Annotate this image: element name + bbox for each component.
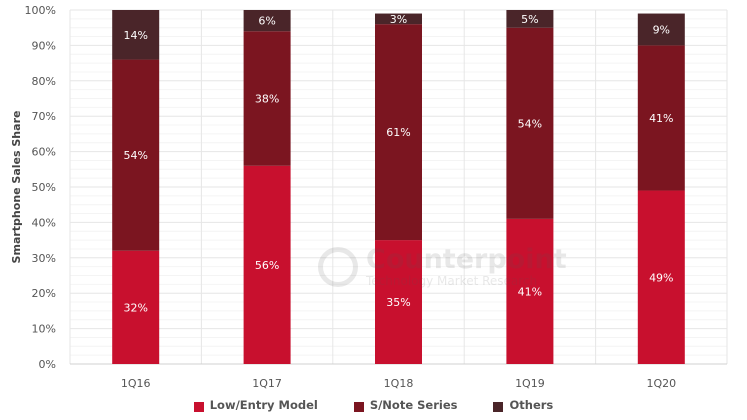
legend-item-others: Others (493, 398, 553, 412)
data-label: 14% (123, 29, 147, 42)
bar-segment (506, 10, 554, 28)
y-tick-label: 50% (32, 181, 56, 194)
y-tick-label: 90% (32, 39, 56, 52)
bar-segment (112, 10, 160, 60)
counterpoint-logo-icon (318, 247, 358, 287)
bar-segment (637, 190, 685, 364)
bar-segment (375, 13, 422, 25)
bar-segment (243, 31, 291, 166)
legend: Low/Entry Model S/Note Series Others (0, 398, 747, 412)
legend-label: Low/Entry Model (209, 398, 318, 412)
x-tick-label: 1Q17 (252, 377, 282, 390)
data-label: 32% (123, 301, 147, 314)
bar-segment (243, 10, 291, 32)
legend-label: Others (509, 398, 554, 412)
bar-segment (243, 165, 291, 364)
watermark-name: Counterpoint (366, 244, 567, 275)
data-label: 35% (386, 296, 410, 309)
bar-segment (637, 13, 685, 46)
data-label: 41% (518, 285, 542, 298)
data-label: 6% (258, 15, 275, 28)
x-tick-label: 1Q20 (646, 377, 676, 390)
bar-segment (637, 45, 685, 191)
x-tick-label: 1Q16 (121, 377, 151, 390)
legend-label: S/Note Series (369, 398, 458, 412)
legend-item-low-entry: Low/Entry Model (193, 398, 318, 412)
legend-swatch (193, 401, 204, 412)
y-axis-label: Smartphone Sales Share (10, 111, 23, 264)
data-label: 61% (386, 126, 410, 139)
y-tick-label: 20% (32, 287, 56, 300)
y-tick-label: 60% (32, 146, 56, 159)
y-tick-label: 30% (32, 252, 56, 265)
data-label: 54% (518, 117, 542, 130)
data-label: 49% (649, 271, 673, 284)
bar-segment (506, 218, 554, 364)
data-label: 9% (653, 23, 670, 36)
watermark-logo: Counterpoint Technology Market Research (318, 246, 567, 288)
x-tick-label: 1Q19 (515, 377, 545, 390)
y-tick-label: 10% (32, 323, 56, 336)
y-tick-label: 100% (25, 4, 56, 17)
bar-segment (375, 240, 422, 364)
data-label: 3% (390, 13, 407, 26)
x-tick-label: 1Q18 (384, 377, 414, 390)
data-label: 54% (123, 149, 147, 162)
y-tick-label: 40% (32, 216, 56, 229)
bar-segment (506, 27, 554, 219)
data-label: 41% (649, 112, 673, 125)
data-label: 5% (521, 13, 538, 26)
y-tick-label: 70% (32, 110, 56, 123)
data-label: 56% (255, 259, 279, 272)
y-tick-label: 80% (32, 75, 56, 88)
bar-segment (112, 250, 160, 364)
bar-segment (112, 59, 160, 251)
bar-segment (375, 24, 422, 241)
legend-swatch (353, 401, 364, 412)
legend-item-s-note: S/Note Series (353, 398, 458, 412)
y-tick-label: 0% (39, 358, 56, 371)
stacked-bar-chart: 0% 10% 20% 30% 40% 50% 60% 70% 80% 90% 100% Smartph… (10, 4, 728, 390)
legend-swatch (493, 401, 504, 412)
watermark-tagline: Technology Market Research (366, 274, 538, 288)
data-label: 38% (255, 93, 279, 106)
